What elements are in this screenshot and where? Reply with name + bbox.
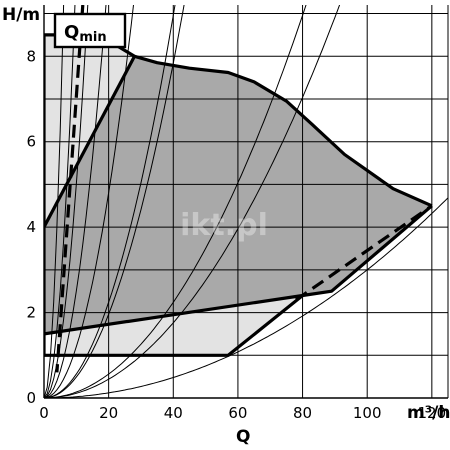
system-curve-7 [44,5,89,398]
x-tick-label-5: 100 [353,404,382,422]
left-boundary-line [44,55,136,228]
limit-dashed-line [295,204,433,302]
system-curve-6 [44,5,107,398]
system-curve-5 [44,5,134,398]
x-tick-label-2: 40 [164,404,183,422]
x-tick-label-6: 120 [418,404,447,422]
q-min-box [53,12,127,49]
q-min-annotation: Qmin [53,12,127,49]
min-curve-lower-line [44,294,304,357]
min-curve-upper-line [44,204,433,336]
outer-operating-range-area [44,34,432,356]
y-axis-label: H/m [2,5,40,25]
x-axis-unit: m³/h [407,403,450,423]
q-min-sub: min [79,30,106,45]
max-curve-line [44,33,433,208]
watermark-text: ikt.pl [180,208,268,243]
x-tick-label-3: 60 [228,404,247,422]
y-tick-label-4: 8 [26,47,36,65]
x-tick-label-1: 20 [99,404,118,422]
y-tick-label-0: 0 [26,389,36,407]
q-min-main: Q [64,22,79,43]
x-tick-label-0: 0 [39,404,49,422]
system-curve-2 [44,5,185,398]
x-axis-label: Q [236,427,250,447]
x-tick-label-4: 80 [293,404,312,422]
q-min-dashed-line [55,5,85,373]
system-curve-8 [44,5,76,398]
y-tick-label-1: 2 [26,304,36,322]
system-curve-3 [44,5,307,398]
y-tick-label-3: 6 [26,133,36,151]
q-min-label: Qmin [64,22,107,45]
system-curve-4 [44,5,176,398]
y-tick-label-2: 4 [26,218,36,236]
system-curve-1 [44,197,448,398]
